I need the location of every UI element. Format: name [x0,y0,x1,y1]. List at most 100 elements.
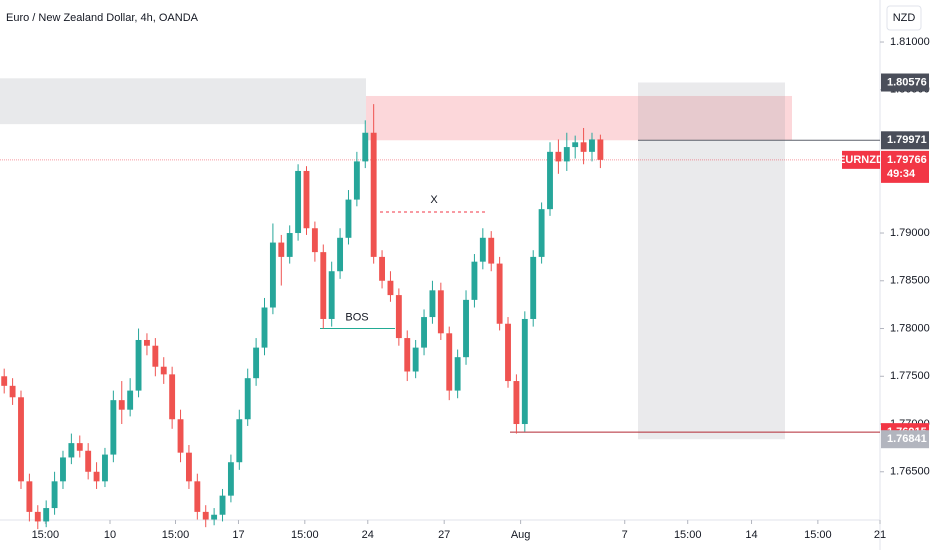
candle-body [261,307,268,348]
labels: Euro / New Zealand Dollar, 4h, OANDA NZD 1… [6,5,929,449]
candle-body [555,151,562,162]
candle-body [521,318,528,425]
candle-body [454,357,461,391]
x-tick-label: 24 [362,529,374,541]
candle-body [236,419,243,463]
x-tick-label: 15:00 [804,529,832,541]
currency: NZD [893,12,916,24]
zone [366,95,792,141]
bos-label: BOS [345,311,368,323]
candle-body [589,139,595,152]
price-tag [881,131,929,150]
x-tick-label: 17 [232,529,244,541]
candle-body [118,400,125,410]
candle-body [429,290,436,318]
x-tick-label: 21 [874,529,886,541]
x-tick-label: 10 [104,529,116,541]
candle-body [463,299,469,358]
candle-body [370,132,377,257]
symbol-tag [842,150,880,169]
y-tick-label: 1.81000 [890,36,930,48]
candle-body [547,151,553,210]
candle-body [135,339,142,391]
x-tick-label: 15:00 [32,529,60,541]
candle-body [43,508,50,522]
candle-body [202,511,209,520]
candle-body [563,147,570,162]
candle-body [572,142,579,148]
price-tag [881,430,929,449]
y-tick-label: 1.76500 [890,466,930,478]
candle-body [597,139,604,160]
candle-body [227,462,234,496]
x-tick-label: 15:00 [291,529,319,541]
candle-body [387,280,394,296]
x-tick-label: 15:00 [674,529,702,541]
candle-body [505,323,511,382]
candle-body [185,452,192,482]
candle-body [93,471,100,482]
candle-body [253,347,260,379]
candle-body [18,397,24,482]
symbol-label: EURNZD [838,154,884,166]
candle-body [26,481,33,512]
candle-body [169,374,176,420]
y-tick-label: 1.78500 [890,275,930,287]
y-tick-label: 1.78000 [890,322,930,334]
candle-body [194,481,201,512]
candle-body [446,333,453,391]
candle-body [85,450,92,472]
x-tick-label: 27 [438,529,450,541]
candle-body [437,290,444,334]
candle-body [404,338,411,372]
candle-body [488,237,495,264]
candle-body [538,209,545,257]
candle-body [337,237,344,272]
candle-body [286,233,293,257]
candle-body [421,317,427,348]
zone [638,82,785,440]
candle-body [219,495,226,515]
candle-body [60,457,66,482]
candle-body [513,381,520,425]
candle-body [379,256,385,281]
candle-body [127,390,134,410]
chart-title: Euro / New Zealand Dollar, 4h, OANDA [6,12,199,24]
candle-body [68,443,75,458]
candle-body [345,199,352,238]
candle-body [102,454,108,482]
x-tick-label: 14 [745,529,757,541]
candle-body [303,170,310,229]
candle-body [395,295,402,339]
y-tick-label: 1.77500 [890,370,930,382]
price-tag-label: 1.80576 [887,76,927,88]
candle-body [34,511,41,522]
zone [0,78,366,125]
candle-body [580,142,587,152]
candle-body [278,242,285,257]
candle-body [110,400,117,455]
countdown: 49:34 [887,168,916,180]
candle-body [160,366,167,375]
price-tag [881,73,929,92]
price-tag-label: 1.76841 [887,433,927,445]
x-tick-label: 15:00 [162,529,190,541]
y-tick-label: 1.79000 [890,227,930,239]
candle-body [362,132,369,162]
candle-body [412,347,419,372]
candle-body [144,339,150,346]
last-price-label: 1.79766 [887,154,927,166]
candle-body [320,252,327,319]
currency-box [886,5,922,31]
candle-body [295,170,302,234]
candle-body [177,419,184,453]
price-tag-label: 1.79971 [887,134,927,146]
candle-body [471,261,478,300]
candle-body [1,376,8,386]
last-price-tag [881,150,929,183]
candle-body [311,228,318,253]
candle-body [152,345,159,367]
x-label: X [430,194,438,206]
overlays: 1.810001.805001.790001.785001.780001.775… [0,36,930,541]
